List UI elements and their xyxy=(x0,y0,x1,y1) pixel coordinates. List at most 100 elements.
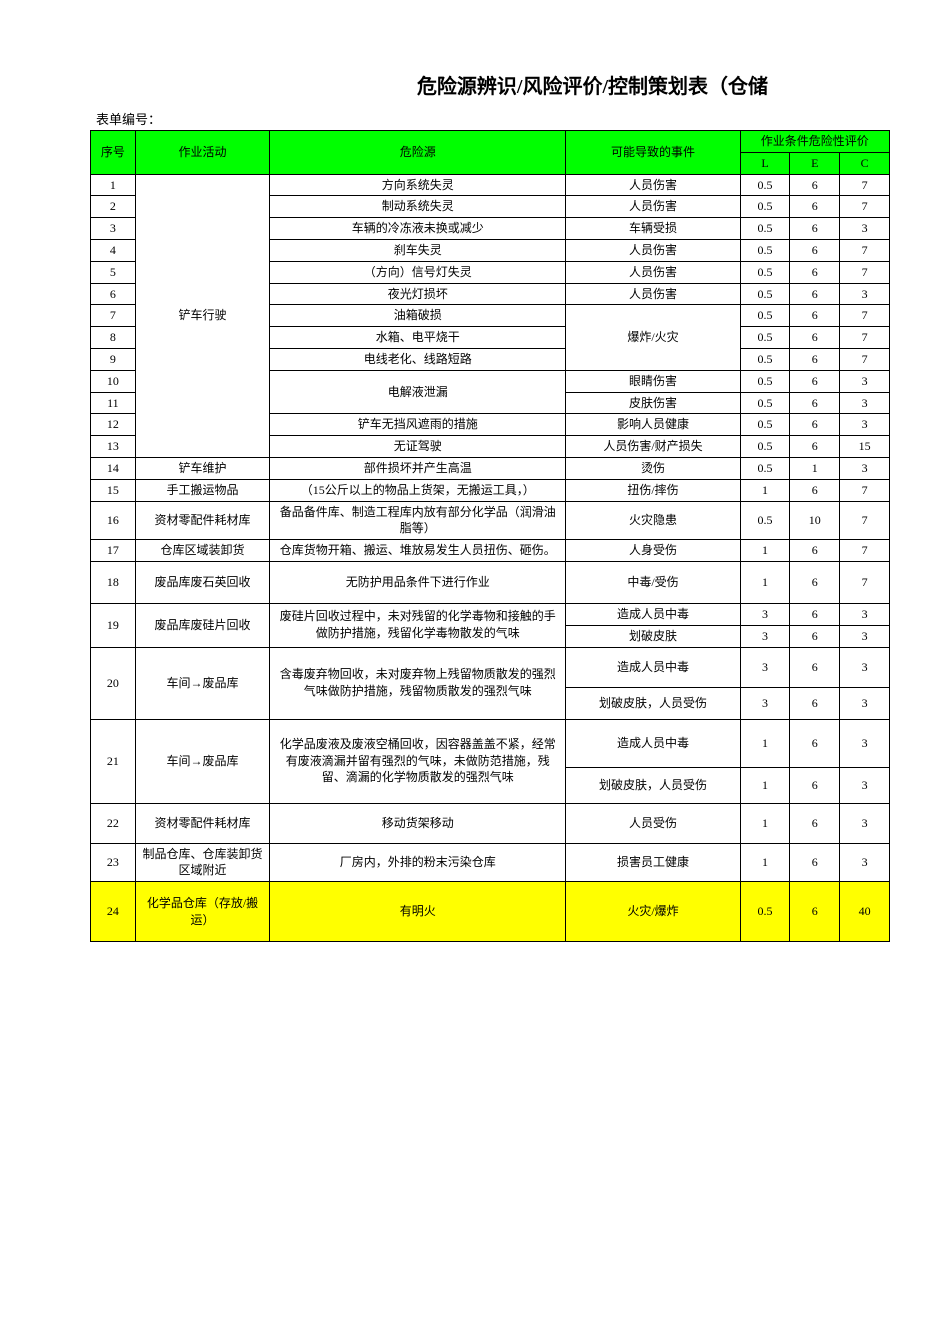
cell-C: 3 xyxy=(840,414,890,436)
form-number-label: 表单编号： xyxy=(96,109,895,128)
cell-event: 划破皮肤，人员受伤 xyxy=(566,687,740,719)
cell-seq: 15 xyxy=(91,479,136,501)
cell-E: 6 xyxy=(790,174,840,196)
th-C: C xyxy=(840,152,890,174)
cell-E: 6 xyxy=(790,218,840,240)
cell-C: 7 xyxy=(840,501,890,540)
cell-event: 车辆受损 xyxy=(566,218,740,240)
cell-C: 3 xyxy=(840,719,890,767)
th-E: E xyxy=(790,152,840,174)
cell-seq: 24 xyxy=(91,882,136,942)
cell-seq: 14 xyxy=(91,457,136,479)
cell-C: 3 xyxy=(840,392,890,414)
cell-activity: 废品库废石英回收 xyxy=(135,561,269,603)
cell-E: 6 xyxy=(790,414,840,436)
cell-E: 6 xyxy=(790,540,840,562)
table-row: 14 铲车维护 部件损坏并产生高温 烫伤 0.5 1 3 xyxy=(91,457,890,479)
cell-L: 0.5 xyxy=(740,283,790,305)
cell-event: 烫伤 xyxy=(566,457,740,479)
cell-hazard: 化学品废液及废液空桶回收，因容器盖盖不紧，经常有废液滴漏并留有强烈的气味，未做防… xyxy=(270,719,566,803)
th-event: 可能导致的事件 xyxy=(566,131,740,175)
cell-L: 0.5 xyxy=(740,305,790,327)
cell-C: 7 xyxy=(840,196,890,218)
cell-seq: 21 xyxy=(91,719,136,803)
th-activity: 作业活动 xyxy=(135,131,269,175)
cell-event: 皮肤伤害 xyxy=(566,392,740,414)
cell-L: 0.5 xyxy=(740,392,790,414)
cell-seq: 12 xyxy=(91,414,136,436)
cell-seq: 5 xyxy=(91,261,136,283)
cell-hazard: 制动系统失灵 xyxy=(270,196,566,218)
cell-event: 扭伤/摔伤 xyxy=(566,479,740,501)
cell-event: 人员受伤 xyxy=(566,803,740,843)
cell-activity: 制品仓库、仓库装卸货区域附近 xyxy=(135,843,269,882)
cell-event: 划破皮肤，人员受伤 xyxy=(566,767,740,803)
cell-L: 3 xyxy=(740,687,790,719)
cell-C: 3 xyxy=(840,625,890,647)
cell-E: 6 xyxy=(790,647,840,687)
cell-E: 6 xyxy=(790,392,840,414)
table-row: 22 资材零配件耗材库 移动货架移动 人员受伤 1 6 3 xyxy=(91,803,890,843)
cell-L: 3 xyxy=(740,625,790,647)
cell-C: 3 xyxy=(840,647,890,687)
cell-seq: 20 xyxy=(91,647,136,719)
cell-hazard: 无防护用品条件下进行作业 xyxy=(270,561,566,603)
table-row: 18 废品库废石英回收 无防护用品条件下进行作业 中毒/受伤 1 6 7 xyxy=(91,561,890,603)
cell-E: 6 xyxy=(790,327,840,349)
cell-seq: 10 xyxy=(91,370,136,392)
cell-L: 0.5 xyxy=(740,218,790,240)
cell-L: 1 xyxy=(740,719,790,767)
cell-C: 3 xyxy=(840,457,890,479)
cell-event: 造成人员中毒 xyxy=(566,647,740,687)
cell-seq: 11 xyxy=(91,392,136,414)
cell-C: 40 xyxy=(840,882,890,942)
cell-seq: 6 xyxy=(91,283,136,305)
cell-hazard: 厂房内，外排的粉末污染仓库 xyxy=(270,843,566,882)
cell-hazard: 电线老化、线路短路 xyxy=(270,348,566,370)
cell-seq: 1 xyxy=(91,174,136,196)
cell-seq: 9 xyxy=(91,348,136,370)
cell-L: 0.5 xyxy=(740,348,790,370)
cell-hazard: 刹车失灵 xyxy=(270,239,566,261)
table-row: 17 仓库区域装卸货 仓库货物开箱、搬运、堆放易发生人员扭伤、砸伤。 人身受伤 … xyxy=(91,540,890,562)
cell-hazard: 油箱破损 xyxy=(270,305,566,327)
cell-event: 火灾/爆炸 xyxy=(566,882,740,942)
cell-C: 7 xyxy=(840,261,890,283)
cell-C: 7 xyxy=(840,540,890,562)
cell-hazard: 含毒废弃物回收，未对废弃物上残留物质散发的强烈气味做防护措施，残留物质散发的强烈… xyxy=(270,647,566,719)
th-seq: 序号 xyxy=(91,131,136,175)
cell-C: 3 xyxy=(840,370,890,392)
cell-hazard: 备品备件库、制造工程库内放有部分化学品（润滑油脂等） xyxy=(270,501,566,540)
cell-E: 6 xyxy=(790,239,840,261)
cell-event: 损害员工健康 xyxy=(566,843,740,882)
cell-E: 10 xyxy=(790,501,840,540)
cell-C: 3 xyxy=(840,803,890,843)
cell-event: 人身受伤 xyxy=(566,540,740,562)
cell-L: 1 xyxy=(740,803,790,843)
cell-E: 6 xyxy=(790,305,840,327)
cell-E: 6 xyxy=(790,719,840,767)
cell-event: 人员伤害/财产损失 xyxy=(566,436,740,458)
cell-E: 6 xyxy=(790,196,840,218)
cell-hazard: 铲车无挡风遮雨的措施 xyxy=(270,414,566,436)
cell-C: 3 xyxy=(840,218,890,240)
th-L: L xyxy=(740,152,790,174)
cell-event: 眼睛伤害 xyxy=(566,370,740,392)
cell-seq: 18 xyxy=(91,561,136,603)
cell-seq: 22 xyxy=(91,803,136,843)
table-row: 21 车间→废品库 化学品废液及废液空桶回收，因容器盖盖不紧，经常有废液滴漏并留… xyxy=(91,719,890,767)
cell-event: 爆炸/火灾 xyxy=(566,305,740,370)
cell-E: 6 xyxy=(790,687,840,719)
cell-hazard: 仓库货物开箱、搬运、堆放易发生人员扭伤、砸伤。 xyxy=(270,540,566,562)
cell-event: 人员伤害 xyxy=(566,196,740,218)
cell-C: 7 xyxy=(840,305,890,327)
cell-C: 3 xyxy=(840,767,890,803)
table-row: 19 废品库废硅片回收 废硅片回收过程中，未对残留的化学毒物和接触的手做防护措施… xyxy=(91,603,890,625)
cell-C: 3 xyxy=(840,283,890,305)
cell-E: 6 xyxy=(790,561,840,603)
table-row: 15 手工搬运物品 （15公斤以上的物品上货架，无搬运工具，） 扭伤/摔伤 1 … xyxy=(91,479,890,501)
cell-E: 6 xyxy=(790,882,840,942)
cell-L: 0.5 xyxy=(740,501,790,540)
cell-activity: 铲车维护 xyxy=(135,457,269,479)
cell-E: 6 xyxy=(790,261,840,283)
